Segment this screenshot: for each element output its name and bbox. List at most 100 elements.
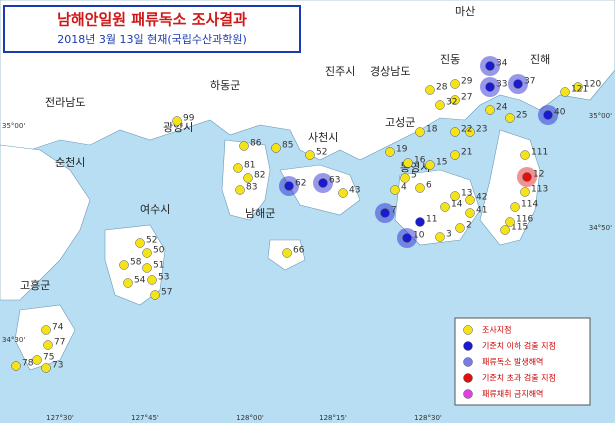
station-label: 51	[153, 261, 164, 271]
station-marker	[440, 202, 450, 212]
station-label: 113	[531, 185, 548, 195]
station-label: 7	[391, 206, 397, 216]
station-marker	[500, 225, 510, 235]
station-marker	[425, 160, 435, 170]
station-label: 37	[524, 77, 535, 87]
station-label: 62	[295, 179, 306, 189]
station-label: 25	[516, 111, 527, 121]
station-label: 58	[130, 258, 142, 268]
station-label: 15	[436, 158, 447, 168]
station-label: 33	[496, 80, 507, 90]
station-label: 54	[134, 276, 146, 286]
station-label: 32	[446, 98, 457, 108]
station-label: 115	[511, 223, 528, 233]
station-label: 77	[54, 338, 65, 348]
station-marker	[172, 116, 182, 126]
station-marker	[147, 275, 157, 285]
station-label: 28	[436, 83, 448, 93]
station-label: 85	[282, 141, 293, 151]
station-marker	[243, 173, 253, 183]
station-marker	[271, 143, 281, 153]
station-marker	[455, 223, 465, 233]
station-label: 116	[516, 215, 533, 225]
station-label: 3	[446, 230, 452, 240]
station-marker	[435, 232, 445, 242]
station-marker	[41, 325, 51, 335]
station-marker	[43, 340, 53, 350]
station-marker	[135, 238, 145, 248]
station-label: 74	[52, 323, 64, 333]
place-label: 하동군	[210, 78, 240, 92]
station-label: 24	[496, 103, 508, 113]
station-label: 13	[461, 189, 472, 199]
station-marker	[510, 202, 520, 212]
station-marker	[450, 150, 460, 160]
legend-label: 기준치 이하 검출 지점	[482, 341, 556, 351]
station-label: 19	[396, 145, 408, 155]
coordinate-label: 35°00'	[589, 112, 612, 120]
station-label: 82	[254, 171, 265, 181]
station-label: 4	[401, 183, 407, 193]
coordinate-label: 34°50'	[589, 224, 612, 232]
place-label: 진해	[530, 52, 550, 66]
station-marker	[11, 361, 21, 371]
station-marker	[235, 185, 245, 195]
place-label: 진동	[440, 53, 460, 66]
station-label: 99	[183, 114, 195, 124]
station-label: 6	[426, 181, 432, 191]
station-marker	[415, 183, 425, 193]
station-marker	[522, 172, 532, 182]
station-label: 83	[246, 183, 257, 193]
title-box	[3, 5, 301, 53]
station-marker	[385, 147, 395, 157]
station-label: 78	[22, 359, 34, 369]
station-label: 52	[316, 148, 327, 158]
place-label: 순천시	[55, 155, 85, 169]
station-label: 75	[43, 353, 54, 363]
station-marker	[465, 127, 475, 137]
station-label: 16	[414, 156, 426, 166]
station-marker	[380, 208, 390, 218]
station-marker	[415, 217, 425, 227]
subtitle: 2018년 3월 13일 현재(국립수산과학원)	[57, 32, 247, 46]
station-label: 86	[250, 139, 262, 149]
station-label: 52	[146, 236, 157, 246]
station-label: 23	[476, 125, 487, 135]
station-marker	[485, 61, 495, 71]
coordinate-label: 34°30'	[2, 336, 25, 344]
station-label: 29	[461, 77, 473, 87]
coordinate-label: 128°15'	[319, 414, 347, 422]
station-label: 57	[161, 288, 172, 298]
station-marker	[32, 355, 42, 365]
legend-symbol	[463, 373, 473, 383]
station-marker	[435, 100, 445, 110]
place-label: 고성군	[385, 116, 415, 129]
place-label: 광양시	[163, 121, 193, 134]
station-marker	[465, 195, 475, 205]
place-label: 여수시	[140, 203, 170, 216]
station-marker	[560, 87, 570, 97]
station-label: 43	[349, 186, 360, 196]
station-marker	[400, 173, 410, 183]
title: 남해안일원 패류독소 조사결과	[57, 11, 247, 29]
station-marker	[142, 263, 152, 273]
legend-label: 패류독소 발생해역	[482, 357, 543, 367]
place-label: 전라남도	[45, 96, 85, 109]
station-label: 34	[496, 59, 508, 69]
legend-label: 조사지점	[482, 325, 511, 335]
station-marker	[239, 141, 249, 151]
station-label: 14	[451, 200, 463, 210]
place-label: 진주시	[325, 65, 355, 78]
station-marker	[543, 110, 553, 120]
station-marker	[338, 188, 348, 198]
station-marker	[282, 248, 292, 258]
station-label: 63	[329, 176, 340, 186]
station-marker	[150, 290, 160, 300]
station-marker	[119, 260, 129, 270]
station-label: 11	[426, 215, 437, 225]
station-marker	[390, 185, 400, 195]
legend-symbol	[463, 341, 473, 351]
station-label: 2	[466, 221, 472, 231]
legend-label: 패류채취 금지해역	[482, 389, 543, 399]
